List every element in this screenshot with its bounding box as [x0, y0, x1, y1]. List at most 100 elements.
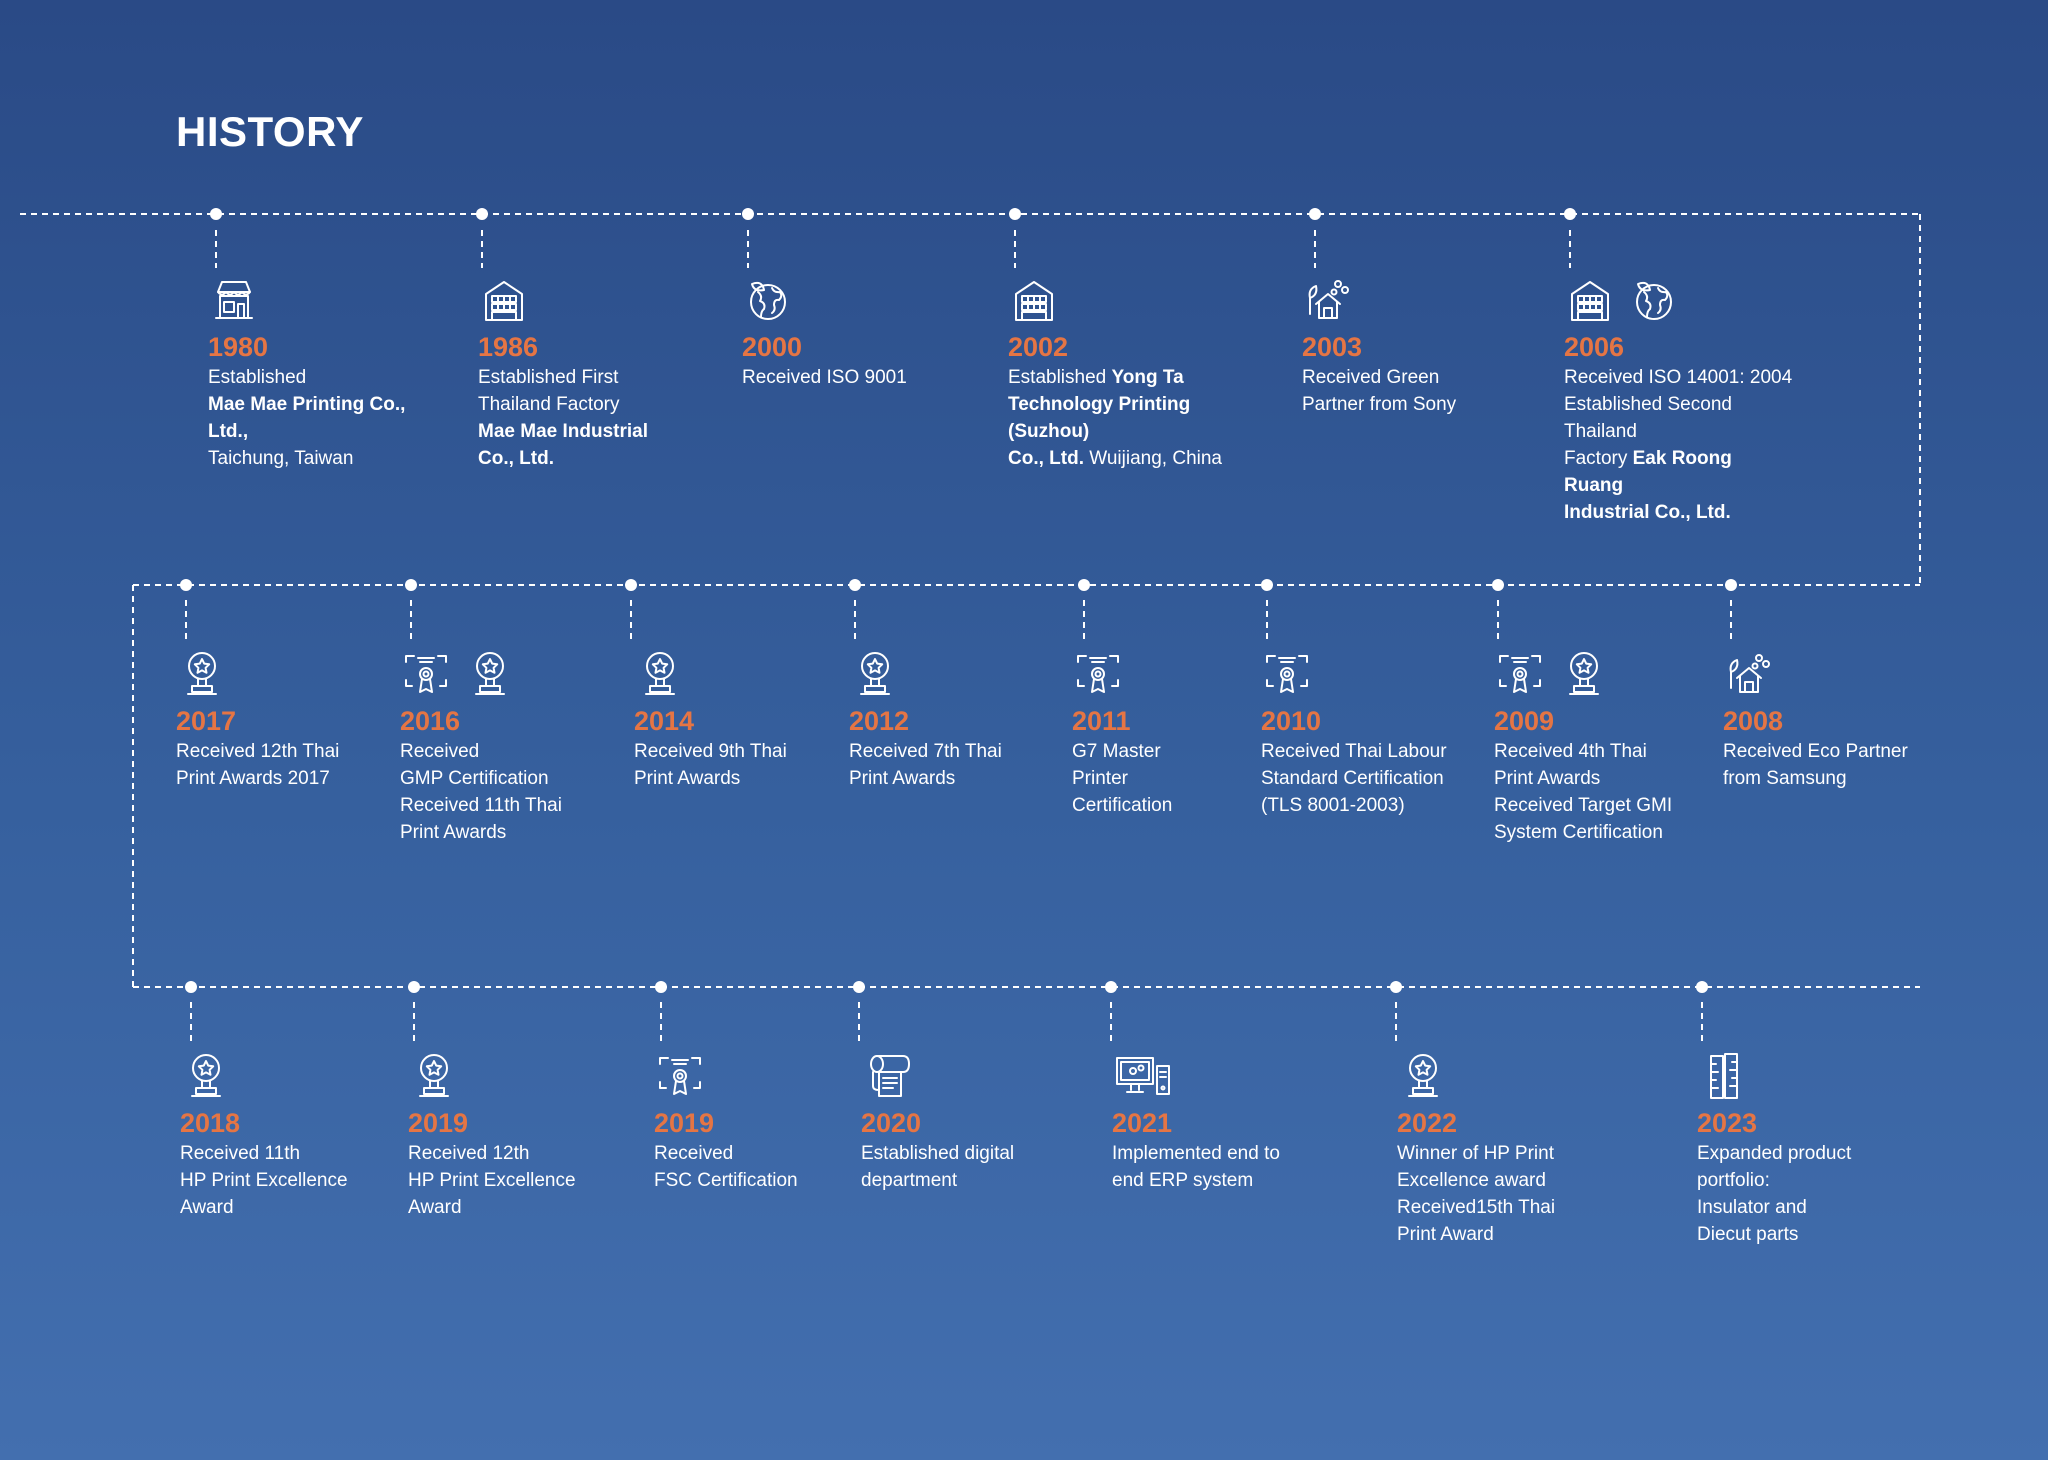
text: Implemented end to: [1112, 1143, 1280, 1164]
text: Established First: [478, 367, 619, 388]
award-trophy-icon: [1569, 652, 1599, 695]
timeline-node: [1696, 981, 1708, 993]
event-icons: [1112, 1050, 1342, 1102]
bold-text: Mae Mae Printing Co.,: [208, 394, 406, 415]
text: Award: [408, 1197, 462, 1218]
page-title: HISTORY: [176, 108, 364, 155]
certificate-icon: [1266, 655, 1308, 693]
timeline-event-1986: 1986 Established First Thailand Factory Mae…: [478, 274, 708, 472]
description-line: Received Thai Labour: [1261, 738, 1491, 765]
eco-house-icon: [1729, 654, 1770, 693]
description-line: from Samsung: [1723, 765, 1953, 792]
event-description: Winner of HP Print Excellence award Receiv…: [1397, 1140, 1627, 1248]
event-description: Received 12th HP Print Excellence Award: [408, 1140, 638, 1221]
event-year: 2023: [1697, 1108, 1758, 1138]
event-icons: [176, 648, 406, 700]
timeline-node: [1261, 579, 1273, 591]
description-line: Print Awards: [849, 765, 1079, 792]
event-year: 2016: [400, 706, 461, 736]
text: Print Awards: [849, 768, 956, 789]
event-icons: [400, 648, 630, 700]
text: Print Awards: [1494, 768, 1601, 789]
text: GMP Certification: [400, 768, 549, 789]
event-year: 2019: [408, 1108, 469, 1138]
text: Wuijiang, China: [1083, 448, 1222, 469]
text: System Certification: [1494, 822, 1663, 843]
timeline-event-1980: 1980 Established Mae Mae Printing Co., Ltd.…: [208, 274, 438, 472]
timeline-node: [742, 208, 754, 220]
description-line: Received 4th Thai: [1494, 738, 1724, 765]
timeline-event-2014: 2014 Received 9th Thai Print Awards: [634, 648, 864, 792]
text: Received 4th Thai: [1494, 741, 1647, 762]
text: Received 11th Thai: [400, 795, 562, 816]
timeline-event-2000: 2000 Received ISO 9001: [742, 274, 972, 391]
text: Factory: [1564, 448, 1633, 469]
timeline-node: [1492, 579, 1504, 591]
timeline-event-2010: 2010 Received Thai Labour Standard Certifi…: [1261, 648, 1491, 819]
globe-leaf-icon: [750, 281, 786, 320]
timeline-node: [1564, 208, 1576, 220]
text: Established: [208, 367, 307, 388]
text: Excellence award: [1397, 1170, 1546, 1191]
timeline-node: [1009, 208, 1021, 220]
ruler-parts-icon: [1710, 1053, 1738, 1099]
description-line: Established digital: [861, 1140, 1091, 1167]
timeline-node: [476, 208, 488, 220]
description-line: Received: [654, 1140, 884, 1167]
description-line: Expanded product: [1697, 1140, 1927, 1167]
description-line: FSC Certification: [654, 1167, 884, 1194]
description-line: Implemented end to: [1112, 1140, 1342, 1167]
event-year: 2018: [180, 1108, 241, 1138]
text: HP Print Excellence: [180, 1170, 348, 1191]
timeline-event-2009: 2009 Received 4th Thai Print Awards Receive…: [1494, 648, 1724, 846]
timeline-event-2016: 2016 Received GMP Certification Received 11…: [400, 648, 630, 846]
award-trophy-icon: [187, 652, 217, 695]
timeline-event-2011: 2011 G7 Master Printer Certification: [1072, 648, 1302, 819]
event-year: 2011: [1072, 706, 1131, 736]
timeline-node: [1309, 208, 1321, 220]
certificate-icon: [405, 655, 447, 693]
event-description: G7 Master Printer Certification: [1072, 738, 1302, 819]
description-line: Received 11th Thai: [400, 792, 630, 819]
text: Received Target GMI: [1494, 795, 1673, 816]
timeline-node: [405, 579, 417, 591]
description-line: Factory Eak Roong Ruang: [1564, 445, 1794, 499]
award-trophy-icon: [645, 652, 675, 695]
paper-roll-icon: [870, 1055, 910, 1097]
description-line: Received Target GMI: [1494, 792, 1724, 819]
text: G7 Master: [1072, 741, 1161, 762]
event-description: Received GMP Certification Received 11th T…: [400, 738, 630, 846]
description-line: Partner from Sony: [1302, 391, 1532, 418]
certificate-icon: [659, 1057, 701, 1095]
text: Received 12th Thai: [176, 741, 340, 762]
text: Established: [1008, 367, 1112, 388]
event-description: Established Mae Mae Printing Co., Ltd., Tai…: [208, 364, 438, 472]
award-trophy-icon: [419, 1054, 449, 1097]
text: Received Eco Partner: [1723, 741, 1908, 762]
text: Print Awards: [400, 822, 507, 843]
description-line: Mae Mae Industrial: [478, 418, 708, 445]
timeline-node: [408, 981, 420, 993]
event-description: Established digital department: [861, 1140, 1091, 1194]
text: Received ISO 14001: 2004: [1564, 367, 1793, 388]
text: Certification: [1072, 795, 1173, 816]
factory-icon: [1015, 281, 1053, 321]
description-line: G7 Master: [1072, 738, 1302, 765]
factory-icon: [485, 281, 523, 321]
event-year: 2020: [861, 1108, 922, 1138]
event-description: Received 9th Thai Print Awards: [634, 738, 864, 792]
bold-text: Technology Printing (Suzhou): [1008, 394, 1191, 442]
description-line: portfolio:: [1697, 1167, 1927, 1194]
timeline-node: [1725, 579, 1737, 591]
description-line: Print Awards: [1494, 765, 1724, 792]
description-line: (TLS 8001-2003): [1261, 792, 1491, 819]
text: Diecut parts: [1697, 1224, 1799, 1245]
text: portfolio:: [1697, 1170, 1770, 1191]
timeline-event-2021: 2021 Implemented end to end ERP system: [1112, 1050, 1342, 1194]
event-year: 2021: [1112, 1108, 1173, 1138]
timeline-event-2008: 2008 Received Eco Partner from Samsung: [1723, 648, 1953, 792]
award-trophy-icon: [860, 652, 890, 695]
text: end ERP system: [1112, 1170, 1254, 1191]
description-line: Print Award: [1397, 1221, 1627, 1248]
text: Print Award: [1397, 1224, 1494, 1245]
